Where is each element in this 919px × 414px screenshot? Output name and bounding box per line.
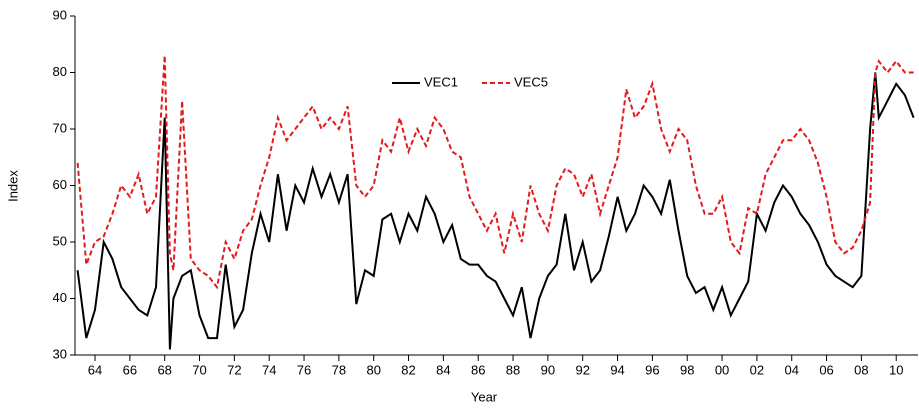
x-tick-label: 96 [645, 362, 659, 377]
x-axis-label: Year [471, 389, 498, 404]
legend-label: VEC5 [514, 74, 548, 89]
x-tick-label: 10 [889, 362, 903, 377]
y-tick-label: 60 [53, 177, 67, 192]
x-tick-label: 82 [401, 362, 415, 377]
x-tick-label: 66 [123, 362, 137, 377]
y-tick-label: 90 [53, 7, 67, 22]
series-line [76, 72, 915, 350]
x-tick-label: 92 [575, 362, 589, 377]
x-tick-label: 86 [471, 362, 485, 377]
x-tick-label: 84 [436, 362, 450, 377]
x-tick-label: 00 [715, 362, 729, 377]
y-tick-label: 80 [53, 64, 67, 79]
x-tick-label: 74 [262, 362, 276, 377]
legend-label: VEC1 [424, 74, 458, 89]
x-tick-label: 06 [819, 362, 833, 377]
x-tick-label: 76 [297, 362, 311, 377]
x-tick-label: 90 [541, 362, 555, 377]
x-tick-label: 80 [366, 362, 380, 377]
x-tick-label: 78 [332, 362, 346, 377]
x-tick-label: 72 [227, 362, 241, 377]
x-tick-label: 68 [157, 362, 171, 377]
x-tick-label: 64 [88, 362, 102, 377]
y-tick-label: 40 [53, 290, 67, 305]
x-tick-label: 70 [192, 362, 206, 377]
y-tick-label: 50 [53, 233, 67, 248]
series-line [76, 55, 914, 290]
y-tick-label: 70 [53, 120, 67, 135]
x-tick-label: 98 [680, 362, 694, 377]
x-tick-label: 08 [854, 362, 868, 377]
x-tick-label: 04 [784, 362, 798, 377]
x-tick-label: 02 [750, 362, 764, 377]
y-tick-label: 30 [53, 346, 67, 361]
y-axis-label: Index [5, 170, 20, 202]
x-tick-label: 88 [506, 362, 520, 377]
x-tick-label: 94 [610, 362, 624, 377]
